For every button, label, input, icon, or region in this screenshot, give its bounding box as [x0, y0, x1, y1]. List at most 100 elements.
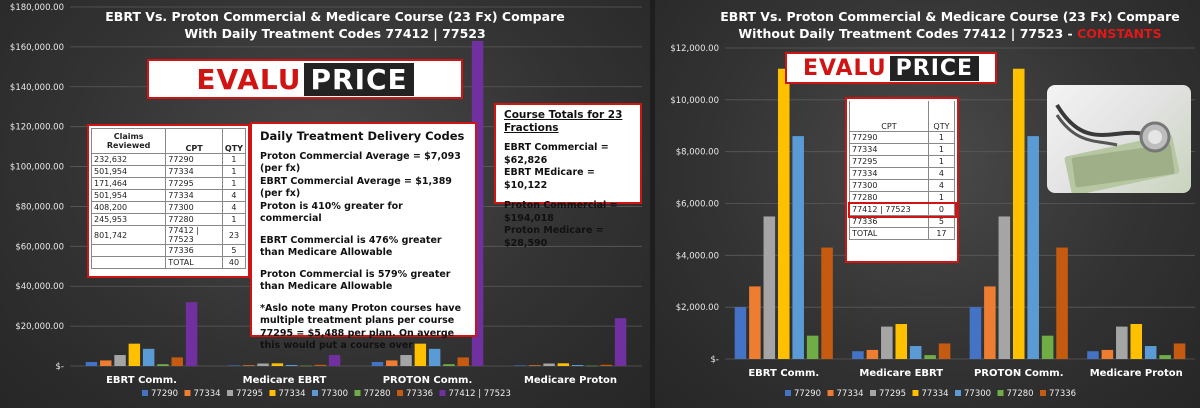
constants-label: CONSTANTS — [1077, 26, 1162, 41]
bar-r-77334-2 — [984, 286, 996, 359]
evaluprice-logo: EVALU PRICE — [147, 59, 463, 99]
y-tick-label: $4,000.00 — [676, 251, 719, 261]
bar-r-77300-2 — [1027, 136, 1039, 359]
table-row: 171,464 77295 1 — [90, 177, 247, 190]
cpt-table-body: 232,632 77290 1 501,954 77334 1 171,464 77295 1 5… — [90, 153, 247, 269]
bar-l-77336-0 — [171, 357, 183, 366]
table-cell: 40 — [221, 256, 247, 269]
bar-r-77334-0 — [777, 68, 790, 359]
legend-entry: 77334 — [279, 389, 306, 399]
y-tick-label: $6,000.00 — [676, 200, 719, 210]
table-row: 801,742 77412 | 77523 23 — [90, 225, 247, 245]
legend-entry: 77412 | 77523 — [449, 389, 511, 399]
bar-r-77300-1 — [909, 346, 922, 359]
legend-entry: 77334 — [194, 389, 221, 399]
table-row: 77280 1 — [849, 191, 956, 204]
daily-codes-line3: Proton is 410% greater for commercial — [260, 200, 403, 225]
header-claims-reviewed: Claims Reviewed — [90, 128, 167, 154]
bar-r-77290-2 — [969, 307, 982, 359]
legend-swatch — [439, 390, 446, 396]
cpt-table-box: Claims Reviewed CPT QTY 232,632 77290 1 501… — [87, 124, 250, 278]
cpt-table-box-right: CPT QTY 77290 1 77334 1 77295 1 77334 4 77300 4 77… — [845, 97, 959, 263]
right-chart-panel: $- $2,000.00 $4,000.00 $6,000.00 $8,000.00 $1… — [655, 0, 1200, 408]
y-tick-label: $160,000.00 — [10, 43, 64, 53]
table-cell: 801,742 — [90, 225, 167, 245]
table-cell: 4 — [927, 179, 956, 192]
category-label: PROTON Comm. — [974, 368, 1064, 379]
bar-r-77334-2 — [1012, 68, 1025, 359]
bar-r-77280-3 — [1159, 355, 1171, 359]
bar-r-77290-1 — [852, 351, 864, 359]
category-label: Medicare EBRT — [243, 375, 327, 386]
table-row: 77295 1 — [849, 155, 956, 168]
y-tick-label: $- — [711, 355, 719, 365]
table-cell: 245,953 — [90, 213, 167, 226]
stethoscope-money-photo — [1047, 85, 1191, 193]
legend-swatch — [227, 390, 233, 396]
bar-l-77334-3 — [529, 365, 541, 366]
legend-entry: 77334 — [922, 389, 949, 399]
bar-l-77334-2 — [414, 343, 427, 366]
table-cell: 501,954 — [90, 165, 167, 178]
y-tick-label: $10,000.00 — [670, 96, 719, 106]
daily-codes-line4: EBRT Commercial is 476% greater than Med… — [260, 234, 442, 259]
table-row: 77334 4 — [849, 167, 956, 180]
bar-l-77280-3 — [586, 365, 598, 367]
table-cell: 77295 — [165, 177, 223, 190]
cpt-table-body-right: 77290 1 77334 1 77295 1 77334 4 77300 4 77280 1 7741… — [847, 131, 957, 240]
bar-l-77280-0 — [157, 364, 169, 366]
daily-codes-line2: EBRT Commercial Average = $1,389 (per fx… — [260, 175, 452, 200]
table-row: 77336 5 — [90, 244, 247, 257]
table-cell: 1 — [221, 213, 247, 226]
daily-codes-heading: Daily Treatment Delivery Codes — [260, 129, 465, 143]
table-cell: 77300 — [165, 201, 223, 214]
bar-l-7741277523-1 — [328, 355, 341, 366]
evaluprice-logo-right: EVALU PRICE — [785, 52, 997, 84]
table-cell: 77336 — [165, 244, 223, 257]
bar-l-77334-0 — [100, 360, 112, 366]
table-cell: 5 — [221, 244, 247, 257]
daily-codes-line5: Proton Commercial is 579% greater than M… — [260, 268, 451, 293]
bar-r-77280-1 — [924, 355, 936, 359]
logo-text-evalu: EVALU — [196, 62, 302, 96]
table-cell: 1 — [221, 153, 247, 166]
table-row: 232,632 77290 1 — [90, 153, 247, 166]
right-title-line2: Without Daily Treatment Codes 77412 | 77… — [715, 25, 1185, 42]
legend-entry: 77280 — [364, 389, 391, 399]
legend-swatch — [184, 390, 191, 396]
legend-entry: 77300 — [964, 389, 991, 399]
category-label: EBRT Comm. — [748, 368, 819, 379]
y-tick-label: $8,000.00 — [676, 148, 719, 158]
legend-swatch — [955, 390, 961, 396]
bar-l-77336-3 — [600, 364, 612, 366]
table-row: 245,953 77280 1 — [90, 213, 247, 226]
table-cell: 77300 — [849, 179, 929, 192]
totals-ebrt-commercial: EBRT Commercial = $62,826 — [504, 142, 609, 166]
category-label: Medicare Proton — [524, 375, 617, 386]
table-cell: 77280 — [849, 191, 929, 204]
right-chart-title: EBRT Vs. Proton Commercial & Medicare Co… — [715, 8, 1185, 42]
legend-swatch — [785, 390, 791, 396]
table-row: 77300 4 — [849, 179, 956, 192]
category-label: Medicare Proton — [1090, 368, 1183, 379]
bar-r-77295-3 — [1116, 326, 1128, 359]
table-cell: 77412 | 77523 — [849, 203, 929, 216]
table-cell: 77334 — [849, 143, 929, 156]
table-cell: 77280 — [165, 213, 223, 226]
legend-entry: 77300 — [321, 389, 348, 399]
y-tick-label: $120,000.00 — [10, 123, 64, 133]
table-cell: 77295 — [849, 155, 929, 168]
y-tick-label: $20,000.00 — [15, 322, 64, 332]
table-row: 501,954 77334 1 — [90, 165, 247, 178]
table-cell: 1 — [927, 143, 956, 156]
legend-entry: 77280 — [1007, 389, 1034, 399]
legend-entry: 77295 — [236, 389, 263, 399]
table-cell: 5 — [927, 215, 956, 228]
legend-swatch — [269, 390, 276, 396]
category-label: PROTON Comm. — [383, 375, 473, 386]
daily-codes-line1: Proton Commercial Average = $7,093 (per … — [260, 150, 461, 175]
cpt-table: Claims Reviewed CPT QTY 232,632 77290 1 501… — [90, 128, 247, 269]
bar-l-77295-0 — [114, 355, 126, 366]
table-row: 77290 1 — [849, 131, 956, 144]
table-cell: 77334 — [165, 189, 223, 202]
